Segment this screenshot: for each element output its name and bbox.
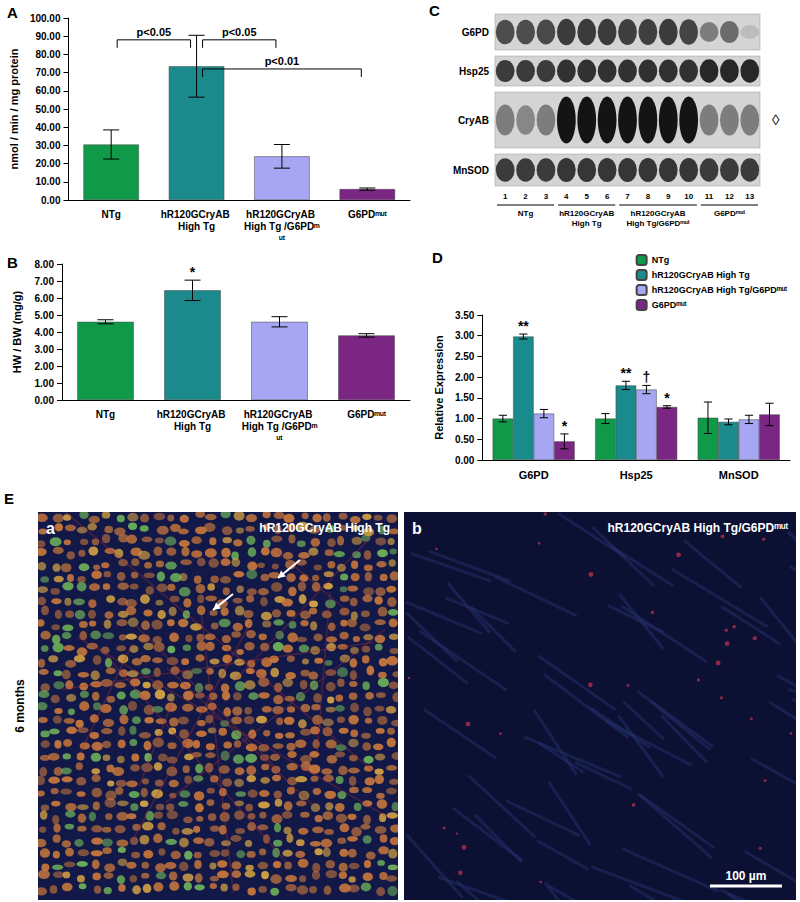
svg-text:G6PDᵐᵘᵗ: G6PDᵐᵘᵗ xyxy=(347,409,387,420)
svg-text:6 months: 6 months xyxy=(13,679,27,733)
svg-text:7.00: 7.00 xyxy=(35,276,55,287)
svg-text:hR120GCryAB: hR120GCryAB xyxy=(631,209,686,218)
svg-text:**: ** xyxy=(620,365,631,381)
svg-text:60.00: 60.00 xyxy=(35,85,60,96)
svg-text:50.00: 50.00 xyxy=(35,104,60,115)
svg-text:D: D xyxy=(432,249,443,266)
svg-text:3.00: 3.00 xyxy=(35,344,55,355)
svg-text:3.00: 3.00 xyxy=(455,330,475,341)
svg-text:0.00: 0.00 xyxy=(455,455,475,466)
svg-text:C: C xyxy=(429,2,440,19)
svg-text:13: 13 xyxy=(745,192,754,201)
svg-text:*: * xyxy=(664,390,670,406)
svg-text:High Tg: High Tg xyxy=(174,421,211,432)
svg-text:90.00: 90.00 xyxy=(35,31,60,42)
svg-text:4: 4 xyxy=(564,192,569,201)
svg-text:hR120GCryAB High Tg/G6PDᵐᵘᵗ: hR120GCryAB High Tg/G6PDᵐᵘᵗ xyxy=(652,285,787,295)
svg-text:hR120GCryAB: hR120GCryAB xyxy=(244,409,316,420)
svg-text:◊: ◊ xyxy=(772,111,780,128)
svg-text:hR120GCryAB: hR120GCryAB xyxy=(161,209,233,220)
svg-text:hR120GCryAB High Tg: hR120GCryAB High Tg xyxy=(652,270,750,280)
svg-text:70.00: 70.00 xyxy=(35,67,60,78)
svg-text:B: B xyxy=(7,254,18,271)
svg-text:0.50: 0.50 xyxy=(455,434,475,445)
svg-text:7: 7 xyxy=(625,192,630,201)
svg-text:**: ** xyxy=(518,318,529,334)
svg-text:CryAB: CryAB xyxy=(458,115,489,126)
svg-text:1: 1 xyxy=(503,192,508,201)
svg-text:High Tg/G6PDᵐᵘᵗ: High Tg/G6PDᵐᵘᵗ xyxy=(627,219,690,228)
svg-text:MnSOD: MnSOD xyxy=(719,469,759,481)
svg-text:ᵘᵗ: ᵘᵗ xyxy=(277,433,284,444)
svg-text:0.00: 0.00 xyxy=(35,395,55,406)
svg-text:G6PDᵐᵘᵗ: G6PDᵐᵘᵗ xyxy=(348,209,388,220)
svg-text:2.00: 2.00 xyxy=(35,361,55,372)
svg-text:10.00: 10.00 xyxy=(35,176,60,187)
svg-text:12: 12 xyxy=(725,192,734,201)
svg-text:†: † xyxy=(643,369,651,385)
svg-text:b: b xyxy=(412,520,422,537)
svg-text:hR120GCryAB: hR120GCryAB xyxy=(246,209,318,220)
svg-text:5.00: 5.00 xyxy=(35,310,55,321)
svg-text:*: * xyxy=(562,418,568,434)
svg-text:A: A xyxy=(7,4,18,21)
svg-text:9: 9 xyxy=(666,192,671,201)
svg-text:3.50: 3.50 xyxy=(455,310,475,321)
svg-text:NTg: NTg xyxy=(101,209,120,220)
svg-text:p<0.01: p<0.01 xyxy=(265,55,300,67)
svg-text:hR120GCryAB: hR120GCryAB xyxy=(157,409,229,420)
svg-text:8: 8 xyxy=(646,192,651,201)
svg-text:NTg: NTg xyxy=(518,209,534,218)
svg-text:nmol / min / mg protein: nmol / min / mg protein xyxy=(8,48,20,169)
svg-text:30.00: 30.00 xyxy=(35,140,60,151)
svg-text:20.00: 20.00 xyxy=(35,158,60,169)
svg-text:hR120GCryAB: hR120GCryAB xyxy=(559,209,614,218)
svg-text:E: E xyxy=(4,490,14,507)
svg-text:100 µm: 100 µm xyxy=(726,869,767,883)
svg-text:2.00: 2.00 xyxy=(455,372,475,383)
svg-text:High Tg: High Tg xyxy=(572,219,602,228)
svg-text:High Tg /G6PDᵐ: High Tg /G6PDᵐ xyxy=(242,421,318,432)
svg-text:Hsp25: Hsp25 xyxy=(459,66,489,77)
svg-text:1.00: 1.00 xyxy=(455,413,475,424)
svg-text:hR120GCryAB High Tg/G6PDᵐᵘᵗ: hR120GCryAB High Tg/G6PDᵐᵘᵗ xyxy=(608,521,789,535)
svg-text:G6PDᵐᵘᵗ: G6PDᵐᵘᵗ xyxy=(714,209,745,218)
svg-text:hR120GCryAB High Tg: hR120GCryAB High Tg xyxy=(259,521,390,535)
svg-text:NTg: NTg xyxy=(96,409,115,420)
svg-text:p<0.05: p<0.05 xyxy=(137,26,172,38)
svg-text:NTg: NTg xyxy=(652,255,670,265)
svg-text:8.00: 8.00 xyxy=(35,259,55,270)
svg-text:40.00: 40.00 xyxy=(35,122,60,133)
svg-text:HW / BW (mg/g): HW / BW (mg/g) xyxy=(11,290,23,373)
svg-text:*: * xyxy=(190,264,196,280)
svg-text:0.00: 0.00 xyxy=(41,195,61,206)
svg-text:100.00: 100.00 xyxy=(30,13,61,24)
svg-text:11: 11 xyxy=(705,192,714,201)
svg-text:2.50: 2.50 xyxy=(455,351,475,362)
svg-text:Hsp25: Hsp25 xyxy=(620,469,653,481)
svg-text:10: 10 xyxy=(684,192,693,201)
svg-text:2: 2 xyxy=(523,192,528,201)
svg-text:6: 6 xyxy=(605,192,610,201)
svg-text:1.50: 1.50 xyxy=(455,392,475,403)
svg-text:5: 5 xyxy=(585,192,590,201)
svg-text:G6PDᵐᵘᵗ: G6PDᵐᵘᵗ xyxy=(652,300,687,310)
svg-text:Relative Expression: Relative Expression xyxy=(433,335,445,440)
svg-text:a: a xyxy=(46,520,55,537)
svg-text:6.00: 6.00 xyxy=(35,293,55,304)
svg-text:p<0.05: p<0.05 xyxy=(222,26,257,38)
svg-text:G6PD: G6PD xyxy=(462,27,489,38)
svg-text:4.00: 4.00 xyxy=(35,327,55,338)
svg-text:ᵘᵗ: ᵘᵗ xyxy=(279,233,286,244)
svg-text:80.00: 80.00 xyxy=(35,49,60,60)
svg-text:1.00: 1.00 xyxy=(35,378,55,389)
svg-text:High Tg /G6PDᵐ: High Tg /G6PDᵐ xyxy=(244,221,320,232)
svg-text:3: 3 xyxy=(544,192,549,201)
svg-text:High Tg: High Tg xyxy=(178,221,215,232)
svg-text:G6PD: G6PD xyxy=(519,469,549,481)
svg-text:MnSOD: MnSOD xyxy=(453,165,489,176)
